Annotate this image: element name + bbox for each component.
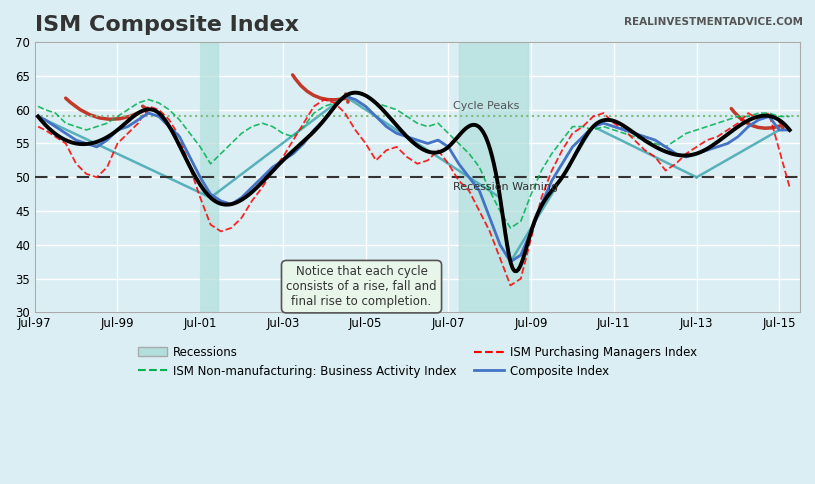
Text: REALINVESTMENTADVICE.COM: REALINVESTMENTADVICE.COM — [623, 17, 803, 27]
Bar — [200, 42, 218, 313]
Bar — [459, 42, 528, 313]
Text: Recession Warning: Recession Warning — [452, 182, 557, 192]
Text: Notice that each cycle
consists of a rise, fall and
final rise to completion.: Notice that each cycle consists of a ris… — [286, 265, 437, 308]
Legend: Recessions, ISM Non-manufacturing: Business Activity Index, ISM Purchasing Manag: Recessions, ISM Non-manufacturing: Busin… — [133, 341, 702, 382]
Text: ISM Composite Index: ISM Composite Index — [35, 15, 299, 35]
Text: Cycle Peaks: Cycle Peaks — [452, 101, 519, 111]
